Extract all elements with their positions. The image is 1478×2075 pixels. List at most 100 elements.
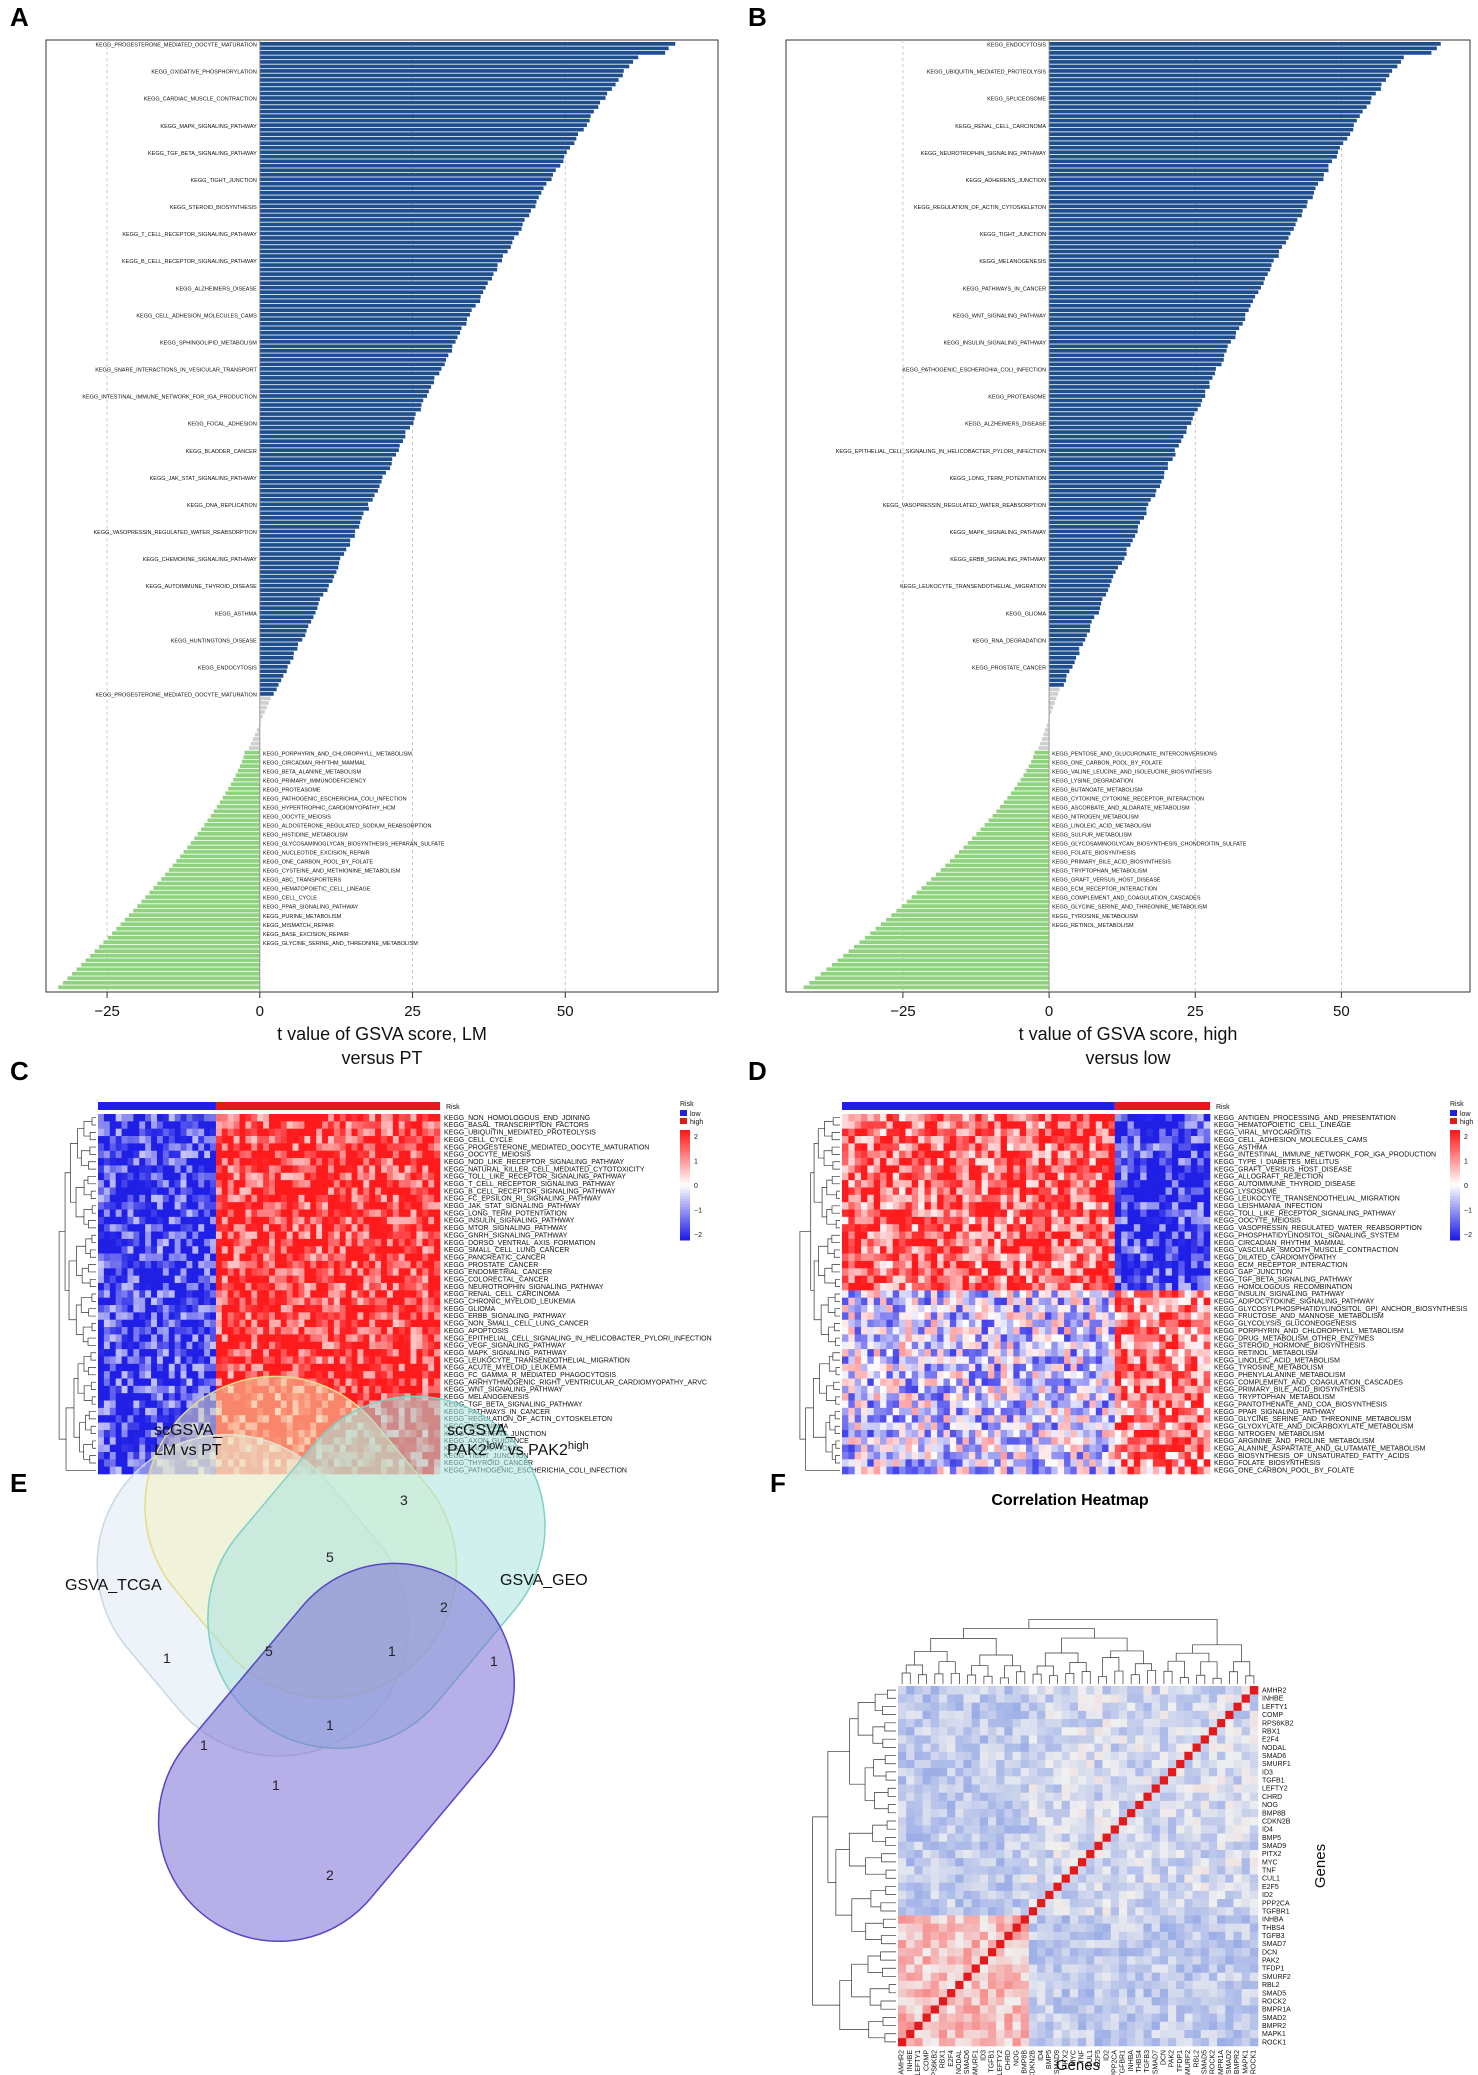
heat-cell — [292, 1290, 299, 1298]
heat-cell — [316, 1231, 323, 1240]
heat-cell — [1057, 1275, 1065, 1284]
pathway-label: KEGG_REGULATION_OF_ACTIN_CYTOSKELETON — [914, 205, 1046, 211]
heat-cell — [381, 1385, 388, 1394]
heat-cell — [937, 1224, 944, 1232]
heat-cell — [867, 1143, 875, 1152]
heat-cell — [924, 1253, 932, 1262]
heat-cell — [381, 1378, 388, 1387]
heat-cell — [1121, 1172, 1128, 1181]
bar-up — [1049, 285, 1261, 290]
heat-cell — [1171, 1121, 1179, 1129]
heat-cell — [162, 1187, 170, 1196]
heat-cell — [127, 1466, 134, 1475]
colorbar-segment — [680, 1146, 690, 1150]
heat-cell — [215, 1371, 223, 1379]
heat-cell — [1165, 1114, 1173, 1122]
heat-cell — [1089, 1202, 1097, 1210]
heat-cell — [151, 1305, 158, 1313]
heat-cell — [867, 1187, 875, 1196]
heat-cell — [174, 1209, 181, 1218]
heat-cell — [1045, 1143, 1052, 1152]
heat-cell — [322, 1180, 329, 1188]
heat-cell — [905, 1187, 913, 1196]
heat-cell — [886, 1290, 894, 1298]
x-tick-label: −25 — [890, 1003, 915, 1020]
dendrogram-branch — [65, 1407, 96, 1471]
heat-cell — [1013, 1231, 1020, 1240]
heat-cell — [192, 1341, 199, 1350]
heat-cell — [310, 1121, 317, 1129]
heat-cell — [1051, 1209, 1059, 1218]
heat-cell — [1165, 1180, 1173, 1188]
heatmap-row-label: KEGG_OOCYTE_MEIOSIS — [1214, 1218, 1301, 1225]
heat-cell — [1076, 1282, 1084, 1291]
bar-up — [259, 497, 373, 502]
heat-cell — [345, 1165, 352, 1174]
heat-cell — [861, 1128, 868, 1137]
heat-cell — [257, 1158, 264, 1166]
heat-cell — [115, 1194, 122, 1203]
heat-cell — [1102, 1268, 1109, 1276]
heat-cell — [280, 1341, 287, 1350]
heat-cell — [298, 1187, 305, 1196]
heat-cell — [1000, 1268, 1008, 1276]
heat-cell — [245, 1253, 252, 1262]
heat-cell — [1006, 1136, 1014, 1144]
heat-cell — [327, 1158, 335, 1166]
heat-cell — [1057, 1187, 1065, 1196]
heat-cell — [1114, 1114, 1122, 1122]
heat-cell — [943, 1187, 951, 1196]
heat-cell — [168, 1158, 175, 1166]
heat-cell — [369, 1143, 376, 1152]
heat-cell — [943, 1165, 951, 1174]
heat-cell — [121, 1150, 128, 1159]
heat-cell — [416, 1275, 423, 1284]
heat-cell — [351, 1158, 358, 1166]
pathway-label: KEGG_CELL_ADHESION_MOLECULES_CAMS — [136, 313, 257, 319]
heat-cell — [174, 1407, 181, 1416]
heat-cell — [422, 1150, 429, 1159]
heat-cell — [930, 1290, 938, 1298]
bar-up — [259, 317, 467, 322]
heat-cell — [145, 1260, 152, 1269]
pathway-label: KEGG_TRYPTOPHAN_METABOLISM — [1052, 869, 1147, 875]
heat-cell — [975, 1238, 982, 1247]
heat-cell — [369, 1180, 376, 1188]
heat-cell — [880, 1165, 887, 1174]
heat-cell — [911, 1150, 919, 1159]
heat-cell — [398, 1378, 405, 1387]
bar-up — [259, 556, 341, 561]
heat-cell — [186, 1216, 193, 1225]
heat-cell — [404, 1260, 411, 1269]
bar-down — [972, 836, 1050, 841]
heat-cell — [115, 1334, 122, 1343]
heat-cell — [351, 1393, 358, 1401]
heat-cell — [357, 1393, 364, 1401]
heat-cell — [204, 1224, 211, 1232]
x-tick-label: 50 — [557, 1003, 574, 1020]
heat-cell — [363, 1363, 370, 1372]
dendrogram-branch — [90, 1381, 96, 1390]
heat-cell — [322, 1224, 329, 1232]
heat-cell — [192, 1158, 199, 1166]
heat-cell — [145, 1319, 152, 1328]
bar-up — [259, 353, 449, 358]
heat-cell — [886, 1114, 894, 1122]
heat-cell — [381, 1202, 388, 1210]
heatmap-row-label: KEGG_ECM_RECEPTOR_INTERACTION — [1214, 1262, 1348, 1269]
heat-cell — [145, 1297, 152, 1306]
heat-cell — [109, 1305, 116, 1313]
heat-cell — [345, 1275, 352, 1284]
heat-cell — [133, 1209, 140, 1218]
heatmap-row-label: KEGG_DILATED_CARDIOMYOPATHY — [1214, 1254, 1337, 1261]
heat-cell — [968, 1180, 976, 1188]
heat-cell — [422, 1172, 429, 1181]
heat-cell — [369, 1136, 376, 1144]
heat-cell — [1032, 1253, 1039, 1262]
heat-cell — [168, 1172, 175, 1181]
heat-cell — [861, 1150, 868, 1159]
bar-up — [1049, 236, 1289, 240]
colorbar-segment — [680, 1218, 690, 1222]
heat-cell — [127, 1400, 134, 1409]
heat-cell — [251, 1327, 258, 1335]
